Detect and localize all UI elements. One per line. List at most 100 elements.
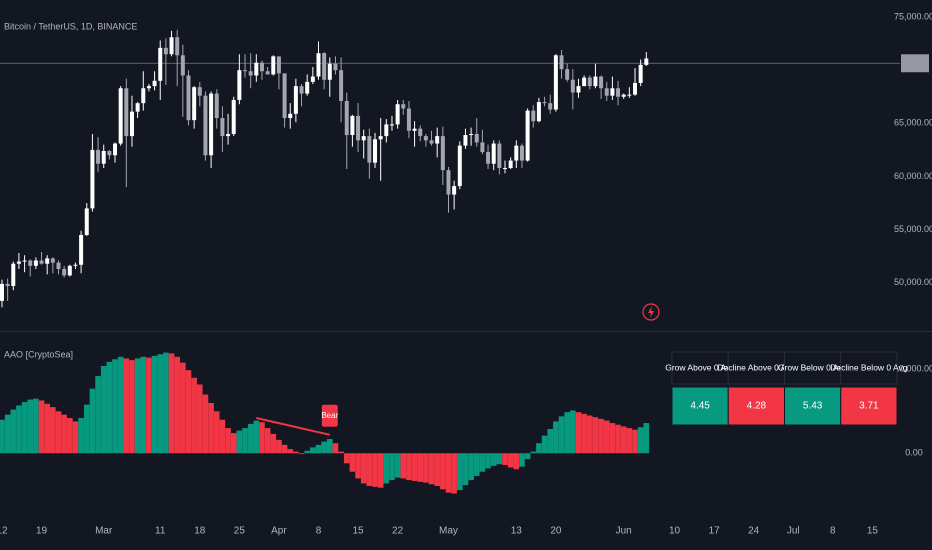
histogram-bar	[394, 453, 401, 478]
divergence-line	[256, 417, 331, 436]
candle-body	[503, 167, 508, 169]
candle-body	[621, 94, 626, 97]
candle-body	[339, 70, 344, 102]
candle-body	[129, 111, 134, 137]
histogram-bar	[213, 411, 220, 454]
candle-body	[180, 55, 185, 76]
histogram-bar	[473, 453, 480, 476]
histogram-bar	[253, 420, 260, 454]
candle-body	[378, 136, 383, 140]
table-header-cell	[840, 351, 898, 385]
histogram-bar	[553, 421, 559, 454]
histogram-bar	[400, 453, 407, 479]
candle-body	[446, 170, 451, 195]
histogram-bar	[315, 444, 322, 454]
histogram-bar	[134, 358, 141, 454]
x-tick-label: Jun	[616, 526, 632, 537]
histogram-bar	[507, 453, 514, 468]
candle-body	[457, 145, 462, 187]
candle-body	[322, 53, 327, 80]
histogram-bar	[332, 443, 339, 454]
histogram-bar	[524, 453, 531, 460]
candle-body	[406, 108, 411, 131]
histogram-bar	[117, 356, 124, 454]
candle-body	[525, 110, 530, 161]
x-tick-label: 18	[194, 526, 206, 537]
candle-body	[559, 55, 564, 70]
histogram-bar	[440, 453, 446, 490]
histogram-bar	[360, 453, 367, 484]
candle-body	[486, 152, 491, 164]
candle-body	[412, 128, 417, 131]
histogram-bar	[326, 439, 333, 454]
table-value-cell	[671, 386, 729, 426]
candle-body	[220, 118, 225, 137]
candle-body	[435, 136, 440, 144]
histogram-bar	[547, 428, 554, 454]
histogram-bar	[44, 403, 50, 454]
candle-body	[293, 86, 298, 114]
histogram-bar	[615, 424, 621, 454]
y-tick-label: 0.00	[905, 448, 923, 458]
histogram-bar	[310, 447, 316, 454]
histogram-bar	[620, 426, 627, 454]
x-tick-label: 15	[352, 526, 364, 537]
candle-body	[548, 103, 553, 110]
candle-body	[440, 136, 445, 171]
candle-body	[610, 88, 615, 96]
candle-body	[305, 81, 310, 94]
histogram-bar	[50, 407, 56, 454]
candle-body	[163, 47, 168, 55]
candle-body	[395, 104, 400, 125]
histogram-bar	[632, 429, 638, 454]
histogram-bar	[287, 449, 294, 454]
histogram-bar	[72, 421, 79, 454]
candle-body	[508, 160, 513, 168]
x-tick-label: 19	[36, 526, 48, 537]
candle-body	[553, 55, 558, 110]
alert-icon	[642, 303, 660, 321]
histogram-bar	[423, 453, 429, 483]
y-tick-label: 55,000.00	[894, 224, 932, 234]
histogram-bar	[598, 418, 604, 454]
candle-body	[214, 93, 219, 119]
candle-body	[28, 260, 33, 266]
candle-body	[84, 208, 89, 235]
histogram-bar	[38, 400, 45, 454]
histogram-bar	[558, 416, 565, 454]
histogram-bar	[89, 388, 96, 454]
histogram-bar	[129, 360, 135, 454]
histogram-bar	[242, 428, 248, 454]
x-tick-label: Jul	[787, 526, 800, 537]
histogram-bar	[10, 409, 17, 454]
x-tick-label: 24	[748, 526, 760, 537]
candle-body	[146, 86, 151, 89]
histogram-bar	[140, 356, 147, 454]
histogram-bar	[456, 453, 463, 491]
table-header: Grow Below 0 Avg	[778, 362, 848, 372]
candle-body	[633, 82, 638, 95]
histogram-bar	[61, 414, 67, 454]
candle-body	[361, 136, 366, 141]
candle-body	[90, 149, 95, 209]
histogram-bar	[191, 377, 197, 454]
histogram-bar	[247, 423, 254, 454]
candle-body	[627, 94, 632, 96]
candle-body	[96, 149, 101, 164]
y-tick-label: 60,000.00	[894, 171, 932, 181]
histogram-bar	[541, 435, 548, 454]
candle-body	[299, 86, 304, 94]
histogram-bar	[513, 453, 520, 470]
histogram-bar	[411, 453, 418, 481]
candle-body	[192, 87, 197, 121]
candle-body	[197, 87, 202, 96]
candle-body	[384, 124, 389, 137]
histogram-bar	[151, 355, 158, 454]
histogram-bar	[208, 402, 214, 454]
x-tick-label: 11	[155, 526, 166, 537]
histogram-bar	[343, 453, 350, 464]
candle-body	[474, 133, 479, 143]
histogram-bar	[536, 443, 542, 454]
candle-body	[45, 258, 50, 264]
